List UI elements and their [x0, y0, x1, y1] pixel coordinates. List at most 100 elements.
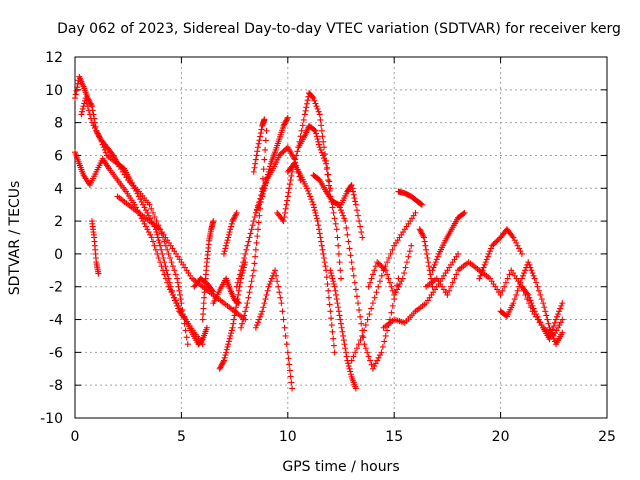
data-point — [405, 253, 412, 260]
data-point — [144, 209, 151, 216]
data-point — [260, 166, 267, 173]
data-point — [287, 373, 294, 380]
data-point — [341, 341, 348, 348]
data-point — [255, 204, 262, 211]
data-point — [164, 246, 171, 253]
data-point — [367, 279, 374, 286]
data-point — [341, 215, 348, 222]
data-point — [392, 289, 399, 296]
data-point — [425, 259, 432, 266]
data-point — [434, 253, 441, 260]
data-point — [155, 255, 162, 262]
data-point — [223, 242, 230, 249]
data-point — [333, 226, 340, 233]
data-point — [352, 385, 359, 392]
data-point — [347, 368, 354, 375]
data-point — [433, 256, 440, 263]
data-point — [325, 287, 332, 294]
data-point — [231, 312, 238, 319]
data-point — [150, 238, 157, 245]
data-point — [418, 230, 425, 237]
data-point — [153, 218, 160, 225]
data-point — [333, 291, 340, 298]
data-point — [551, 319, 558, 326]
data-point — [460, 210, 467, 217]
data-point — [558, 302, 565, 309]
data-point — [504, 275, 511, 282]
data-point — [95, 131, 102, 138]
data-point — [268, 275, 275, 282]
data-point — [145, 229, 152, 236]
data-point — [537, 291, 544, 298]
data-point — [396, 280, 403, 287]
data-point — [277, 294, 284, 301]
data-point — [319, 152, 326, 159]
data-point — [327, 267, 334, 274]
data-point — [447, 283, 454, 290]
data-point — [368, 305, 375, 312]
data-point — [257, 133, 264, 140]
data-point — [142, 223, 149, 230]
data-point — [421, 238, 428, 245]
data-point — [327, 185, 334, 192]
data-point — [165, 250, 172, 257]
data-point — [343, 353, 350, 360]
data-point — [348, 259, 355, 266]
data-point — [423, 246, 430, 253]
data-point — [332, 220, 339, 227]
data-point — [258, 126, 265, 133]
data-point — [286, 367, 293, 374]
data-point — [279, 149, 286, 156]
data-point — [184, 341, 191, 348]
data-point — [314, 105, 321, 112]
data-point — [529, 270, 536, 277]
data-point — [242, 308, 249, 315]
data-point — [258, 311, 265, 318]
data-point — [225, 234, 232, 241]
data-point — [318, 242, 325, 249]
data-point — [94, 130, 101, 137]
data-point — [427, 271, 434, 278]
data-point — [525, 259, 532, 266]
data-point — [369, 271, 376, 278]
data-point — [283, 117, 290, 124]
data-point — [345, 360, 352, 367]
data-point — [369, 300, 376, 307]
data-point — [273, 272, 280, 279]
data-point — [284, 197, 291, 204]
data-point — [399, 275, 406, 282]
data-point — [82, 95, 89, 102]
data-point — [286, 185, 293, 192]
data-point — [181, 320, 188, 327]
data-point — [391, 291, 398, 298]
data-point — [315, 138, 322, 145]
data-point — [142, 207, 149, 214]
data-point — [306, 190, 313, 197]
data-point — [257, 198, 264, 205]
data-point — [300, 116, 307, 123]
data-point — [274, 278, 281, 285]
data-point — [177, 296, 184, 303]
data-point — [431, 261, 438, 268]
data-point — [320, 255, 327, 262]
data-point — [96, 133, 103, 140]
data-point — [233, 304, 240, 311]
data-point — [514, 287, 521, 294]
data-point — [176, 287, 183, 294]
y-tick-label: -4 — [49, 313, 63, 329]
x-tick-label: 5 — [177, 429, 186, 445]
data-point — [555, 324, 562, 331]
data-point — [388, 283, 395, 290]
data-point — [237, 324, 244, 331]
data-point — [351, 195, 358, 202]
data-point — [203, 324, 210, 331]
data-point — [151, 242, 158, 249]
data-point — [252, 246, 259, 253]
data-point — [314, 136, 321, 143]
data-point — [398, 278, 405, 285]
data-point — [533, 311, 540, 318]
data-point — [389, 246, 396, 253]
data-point — [521, 270, 528, 277]
data-point — [157, 242, 164, 249]
data-point — [315, 222, 322, 229]
